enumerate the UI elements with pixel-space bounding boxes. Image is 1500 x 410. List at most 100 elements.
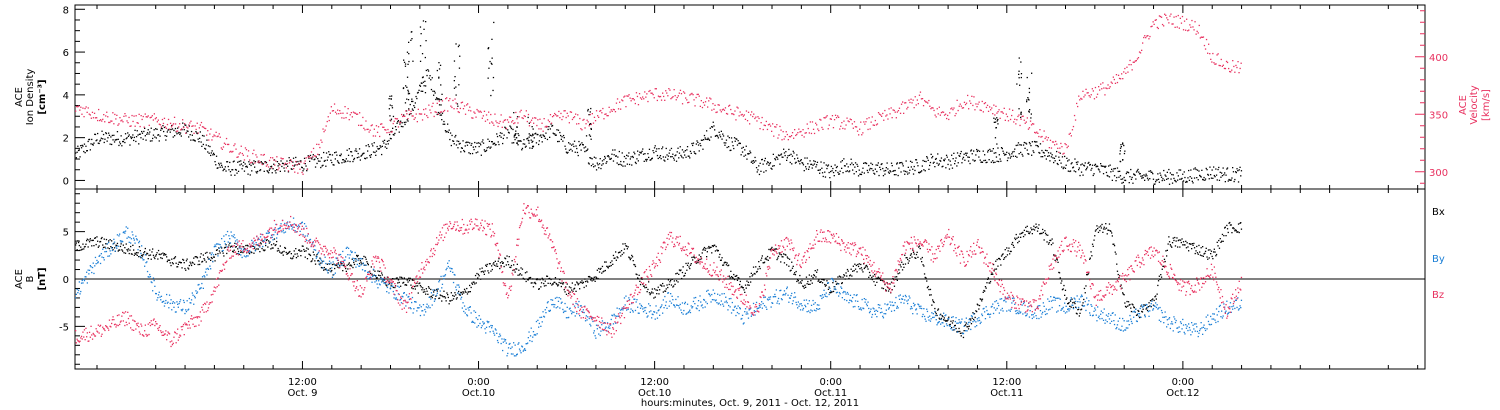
bx-point [588, 275, 590, 278]
density-point [406, 119, 408, 121]
by-point [222, 249, 224, 252]
velocity-point [189, 122, 191, 124]
density-point [474, 146, 477, 148]
bx-point [819, 281, 821, 283]
density-point [119, 143, 122, 145]
density-point [863, 172, 865, 174]
density-point [177, 127, 179, 129]
bx-point [984, 290, 986, 292]
density-point [406, 98, 408, 100]
by-point [243, 255, 246, 257]
density-point [188, 125, 190, 127]
by-point [206, 274, 208, 276]
density-point [729, 149, 731, 152]
density-point [995, 156, 998, 158]
velocity-point [237, 156, 239, 158]
velocity-point [1066, 146, 1068, 149]
density-point [865, 162, 867, 164]
density-point [463, 151, 466, 153]
velocity-point [1087, 92, 1089, 94]
density-point [567, 151, 569, 154]
density-point [860, 173, 862, 175]
bx-point [435, 295, 437, 297]
by-point [214, 244, 216, 246]
density-point [169, 131, 171, 133]
velocity-point [853, 121, 856, 123]
density-point [518, 140, 521, 142]
density-point [408, 113, 411, 116]
bx-point [850, 268, 852, 270]
density-point [802, 162, 804, 164]
velocity-point [897, 110, 900, 112]
bx-point [320, 266, 323, 269]
density-point [1166, 178, 1168, 180]
bx-point [758, 261, 760, 263]
bx-point [1003, 257, 1006, 259]
bx-point [1199, 254, 1202, 256]
bx-point [1013, 246, 1015, 248]
bx-point [1023, 229, 1025, 231]
density-point [361, 153, 364, 155]
bx-point [1086, 274, 1088, 276]
bx-point [1186, 242, 1188, 244]
density-point [488, 146, 490, 148]
density-point [880, 163, 882, 166]
by-point [199, 288, 201, 290]
bx-point [860, 263, 862, 266]
velocity-point [516, 118, 518, 120]
velocity-point [1043, 130, 1045, 132]
bx-point [629, 258, 631, 261]
by-point [221, 250, 223, 252]
density-point [975, 154, 977, 156]
velocity-point [381, 123, 383, 125]
bx-point [709, 246, 711, 249]
density-point [377, 148, 379, 150]
density-point [173, 129, 175, 132]
velocity-point [110, 120, 112, 122]
density-point [1204, 179, 1206, 181]
bx-point [1226, 228, 1229, 230]
density-point [852, 169, 854, 171]
density-point [953, 152, 955, 154]
bx-point [233, 249, 235, 251]
bx-point [301, 250, 303, 252]
density-point [1147, 179, 1149, 181]
density-point [1224, 172, 1226, 174]
by-point [249, 251, 251, 253]
density-point [389, 133, 391, 136]
velocity-point [902, 101, 904, 103]
bx-point [144, 247, 146, 250]
by-point [218, 243, 220, 245]
density-point [145, 139, 147, 141]
velocity-point [399, 121, 402, 124]
velocity-point [1125, 72, 1127, 74]
velocity-point [557, 115, 559, 117]
by-point [194, 297, 196, 299]
density-point [981, 161, 984, 163]
by-point [188, 297, 190, 300]
density-point [673, 157, 675, 159]
velocity-point [260, 154, 262, 156]
density-point [1042, 156, 1044, 158]
density-point [317, 160, 320, 162]
velocity-point [751, 111, 753, 113]
bx-point [113, 247, 116, 249]
velocity-point [1107, 84, 1109, 86]
bx-point [791, 267, 794, 269]
density-point [214, 161, 216, 163]
bx-point [897, 273, 899, 275]
by-point [247, 255, 249, 257]
velocity-point [1005, 113, 1007, 115]
bx-point [386, 285, 388, 287]
velocity-point [953, 107, 955, 109]
by-point [196, 291, 199, 293]
density-point [83, 143, 86, 145]
bx-point [254, 247, 256, 249]
density-point [414, 106, 416, 109]
velocity-point [1168, 22, 1170, 24]
velocity-point [564, 110, 566, 112]
velocity-point [1018, 114, 1020, 116]
velocity-point [916, 99, 918, 101]
density-point [222, 169, 224, 172]
bx-point [1221, 240, 1223, 242]
